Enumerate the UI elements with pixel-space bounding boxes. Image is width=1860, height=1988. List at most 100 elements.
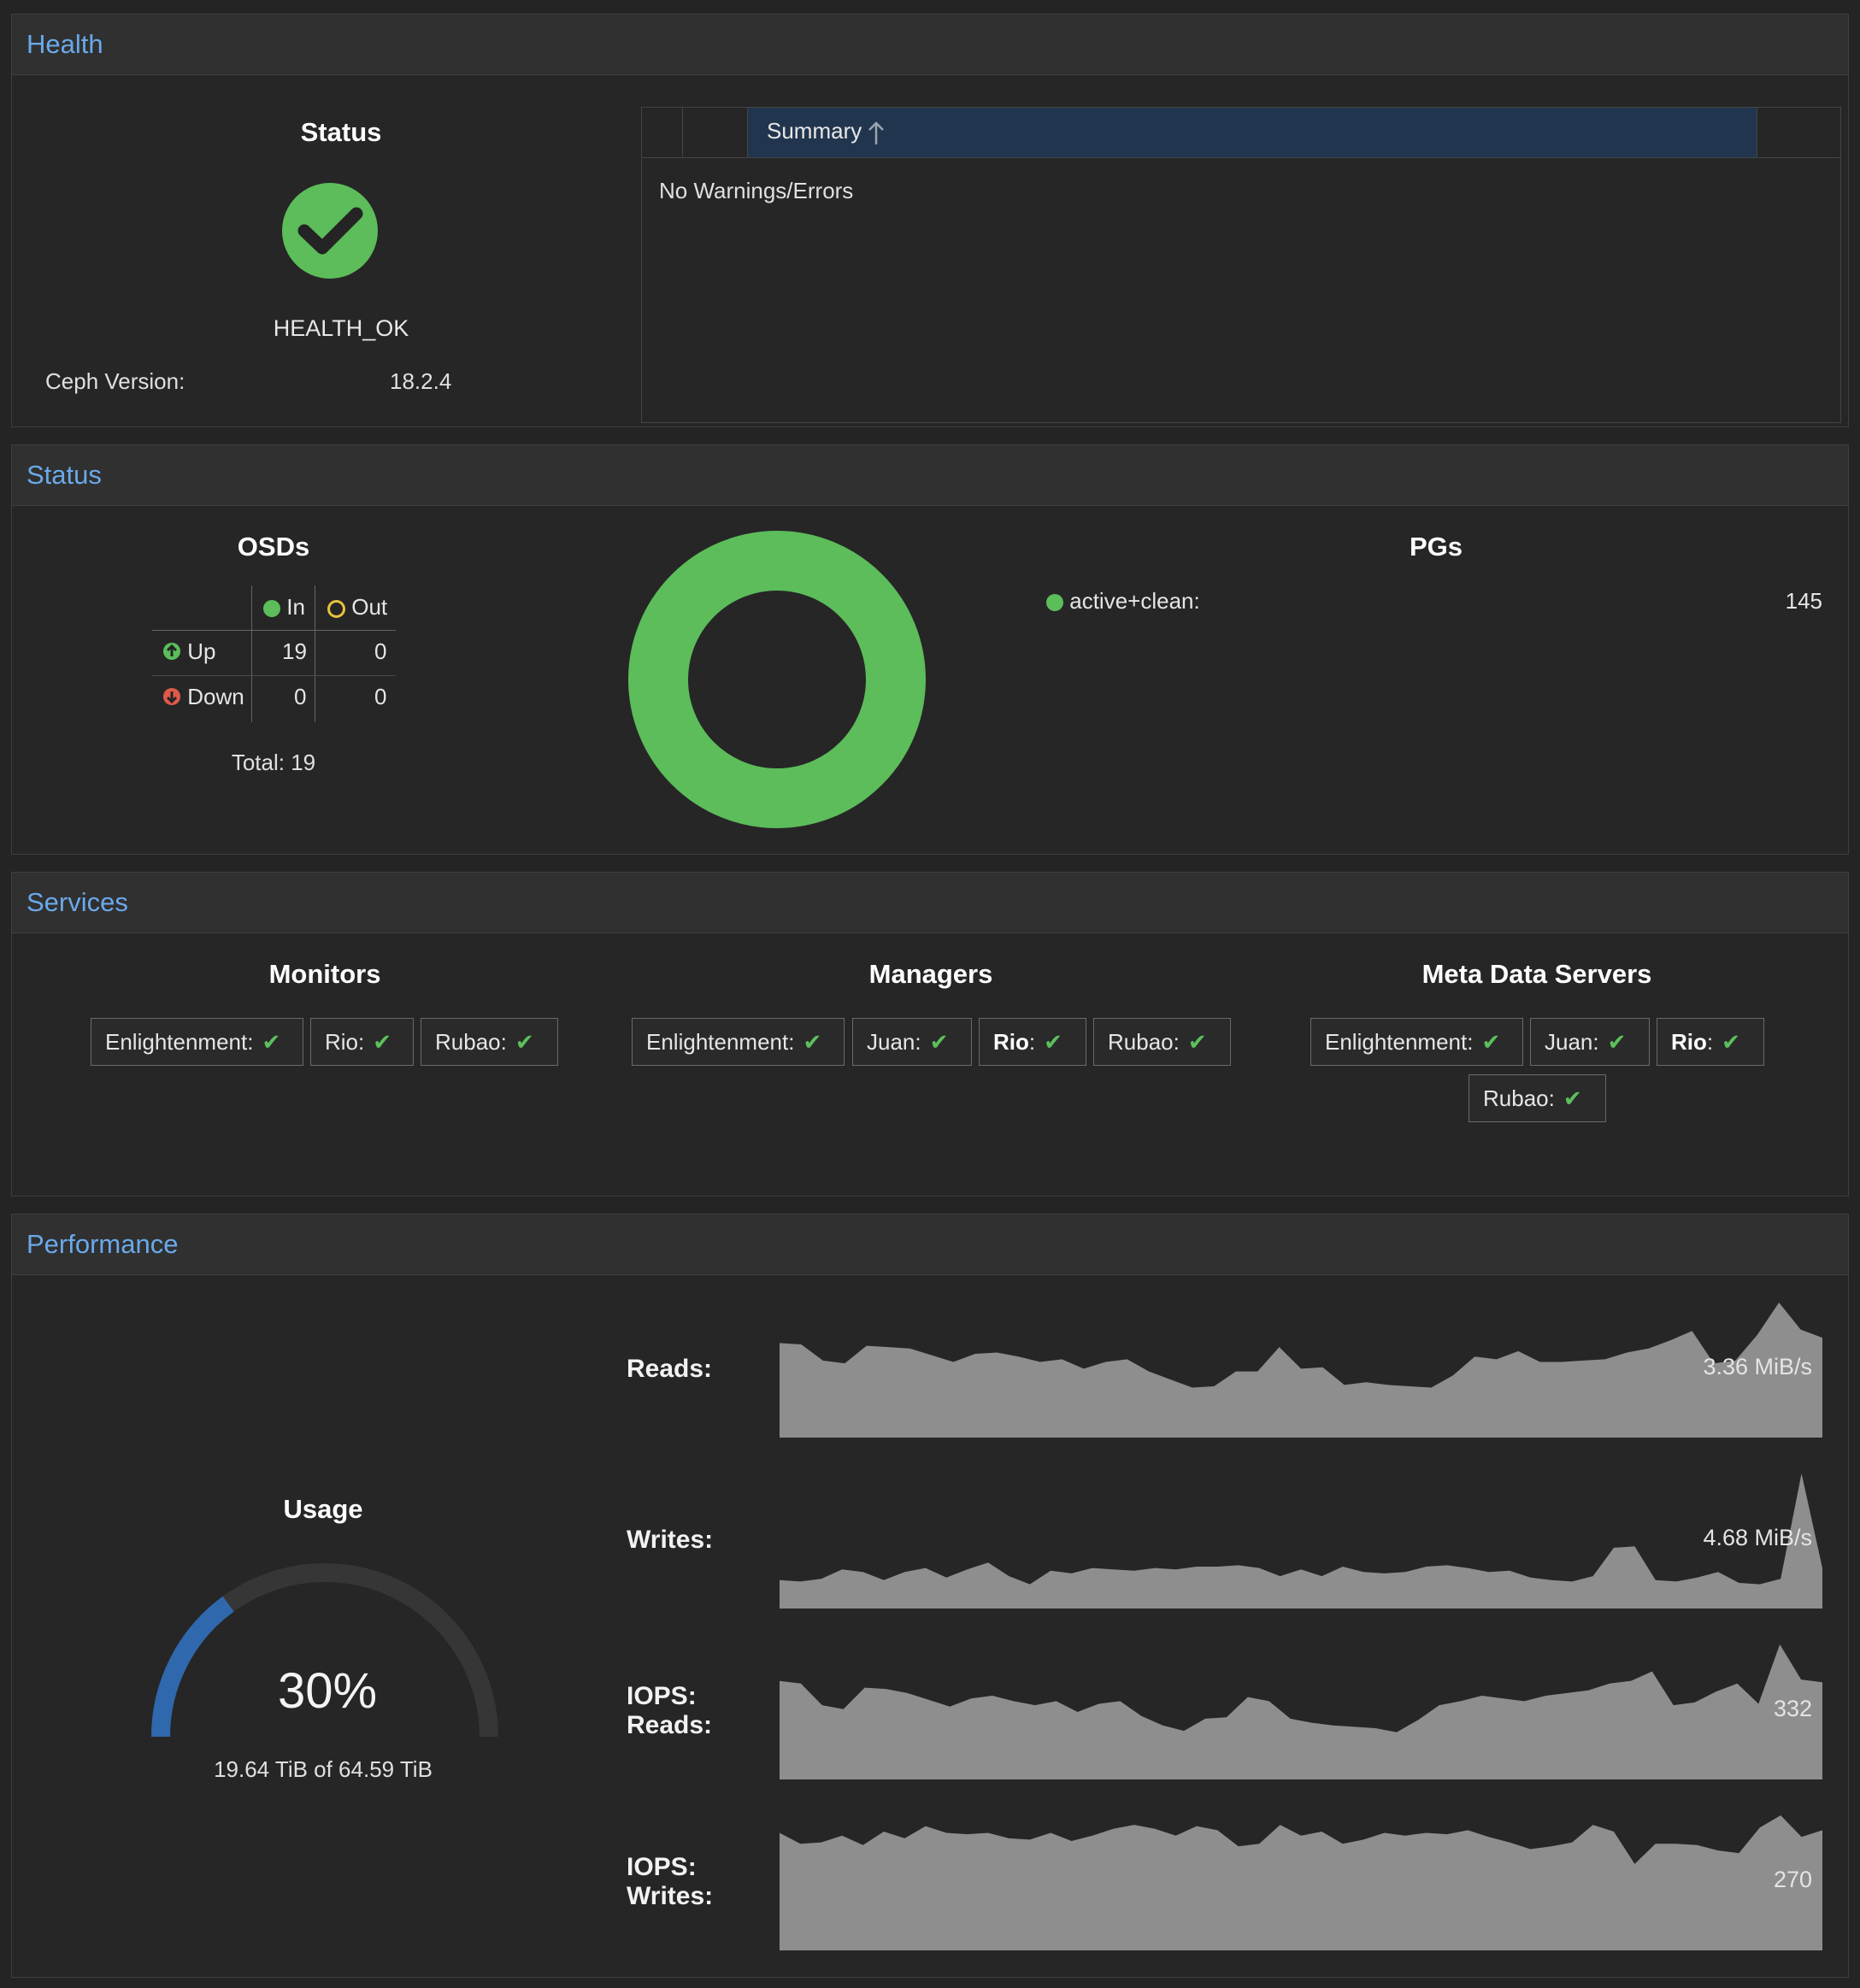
managers-heading: Managers — [868, 959, 993, 989]
manager-name: Enlightenment: — [646, 1029, 795, 1055]
check-icon: ✔ — [1563, 1085, 1582, 1111]
pg-donut-chart — [628, 531, 926, 828]
iops-writes-label: IOPS: Writes: — [627, 1853, 713, 1911]
osd-row-down: Down — [162, 684, 244, 710]
mds-chip-juan[interactable]: Juan: ✔ — [1530, 1018, 1650, 1066]
mds-heading: Meta Data Servers — [1421, 959, 1652, 989]
manager-name: Rio — [993, 1029, 1029, 1055]
services-panel-header: Services — [12, 873, 1848, 933]
mds-name: Rubao: — [1483, 1085, 1555, 1111]
health-panel-title: Health — [26, 29, 103, 59]
osds-heading: OSDs — [237, 532, 310, 562]
check-icon: ✔ — [262, 1029, 281, 1055]
osd-row-down-label: Down — [187, 684, 244, 709]
osd-down-in: 0 — [294, 684, 307, 709]
mds-chip-enlightenment[interactable]: Enlightenment: ✔ — [1310, 1018, 1523, 1066]
pgs-heading: PGs — [1409, 532, 1463, 562]
services-panel-title: Services — [26, 887, 128, 917]
reads-value: 3.36 MiB/s — [1703, 1354, 1812, 1379]
monitor-name: Rubao: — [435, 1029, 507, 1055]
iops-reads-label: IOPS: Reads: — [627, 1682, 712, 1740]
mds-name: Juan: — [1545, 1029, 1599, 1055]
writes-value: 4.68 MiB/s — [1703, 1525, 1812, 1550]
usage-detail: 19.64 TiB of 64.59 TiB — [214, 1756, 433, 1782]
check-icon: ✔ — [1722, 1029, 1740, 1055]
usage-gauge-fill — [151, 1596, 234, 1738]
osd-divider-h — [152, 630, 396, 631]
pg-legend-label: active+clean: — [1069, 588, 1200, 614]
iops-writes-label-line1: IOPS: — [627, 1853, 697, 1881]
monitor-chip-rubao[interactable]: Rubao: ✔ — [421, 1018, 558, 1066]
summary-table: Summary No Warnings/Errors — [641, 107, 1841, 423]
osd-row-up: Up — [162, 638, 215, 665]
check-icon: ✔ — [1187, 1029, 1207, 1055]
summary-col-expand[interactable] — [642, 108, 683, 157]
health-panel-header: Health — [12, 15, 1848, 75]
pg-slice-active+clean[interactable] — [628, 531, 926, 828]
manager-chip-enlightenment[interactable]: Enlightenment: ✔ — [632, 1018, 845, 1066]
monitor-name: Enlightenment: — [105, 1029, 254, 1055]
summary-empty-text: No Warnings/Errors — [659, 178, 854, 203]
monitor-chip-rio[interactable]: Rio: ✔ — [310, 1018, 414, 1066]
summary-header-label: Summary — [767, 118, 862, 144]
iops-writes-area — [780, 1815, 1822, 1950]
health-panel: Health Status HEALTH_OK Ceph Version: 18… — [11, 14, 1849, 427]
iops-reads-sparkline — [780, 1644, 1822, 1779]
pg-legend-item: active+clean: — [1046, 588, 1200, 615]
check-icon: ✔ — [373, 1029, 392, 1055]
out-circle-icon — [327, 599, 345, 618]
arrow-down-circle-icon — [163, 688, 180, 705]
health-ok-check-icon — [282, 183, 378, 279]
mds-name-colon: : — [1706, 1029, 1714, 1055]
check-icon: ✔ — [1044, 1029, 1062, 1055]
iops-reads-area — [780, 1644, 1822, 1779]
monitor-chip-enlightenment[interactable]: Enlightenment: ✔ — [91, 1018, 303, 1066]
mds-chip-rio-active[interactable]: Rio: ✔ — [1657, 1018, 1764, 1066]
arrow-up-circle-icon — [163, 643, 180, 660]
check-icon: ✔ — [515, 1029, 534, 1055]
manager-name-colon: : — [1028, 1029, 1036, 1055]
usage-gauge — [151, 1563, 498, 1738]
osd-table: In Out Up 19 0 Down 0 0 — [152, 585, 396, 722]
pg-legend-value: 145 — [1785, 588, 1822, 614]
writes-label: Writes: — [627, 1526, 714, 1554]
reads-area — [780, 1303, 1822, 1438]
manager-name: Juan: — [867, 1029, 921, 1055]
reads-label: Reads: — [627, 1355, 713, 1383]
check-icon: ✔ — [1607, 1029, 1627, 1055]
manager-chip-rubao[interactable]: Rubao: ✔ — [1093, 1018, 1231, 1066]
ceph-version-value: 18.2.4 — [390, 368, 452, 394]
iops-writes-value: 270 — [1773, 1867, 1812, 1892]
usage-heading: Usage — [283, 1494, 363, 1524]
iops-reads-label-line1: IOPS: — [627, 1682, 697, 1710]
osd-divider-1 — [251, 585, 252, 722]
osd-up-out: 0 — [374, 638, 387, 664]
iops-reads-label-line2: Reads: — [627, 1711, 713, 1739]
check-icon: ✔ — [929, 1029, 949, 1055]
summary-col-actions[interactable] — [1757, 108, 1840, 157]
check-icon: ✔ — [1481, 1029, 1501, 1055]
iops-reads-value: 332 — [1773, 1696, 1812, 1721]
summary-col-type[interactable] — [683, 108, 748, 157]
health-status-text: HEALTH_OK — [273, 315, 409, 341]
status-heading: Status — [300, 117, 382, 147]
mds-name: Rio — [1671, 1029, 1707, 1055]
osd-col-out: Out — [327, 594, 387, 621]
writes-sparkline — [780, 1473, 1822, 1609]
in-dot-icon — [263, 600, 280, 618]
osd-col-in-label: In — [286, 594, 305, 620]
arrow-up-icon — [868, 121, 884, 144]
summary-col-summary[interactable]: Summary — [748, 108, 1757, 157]
manager-chip-juan[interactable]: Juan: ✔ — [852, 1018, 972, 1066]
status-panel: Status — [11, 444, 1849, 855]
reads-sparkline — [780, 1303, 1822, 1438]
check-icon: ✔ — [803, 1029, 822, 1055]
manager-name: Rubao: — [1108, 1029, 1180, 1055]
mds-chip-rubao[interactable]: Rubao: ✔ — [1469, 1074, 1606, 1122]
manager-chip-rio-active[interactable]: Rio: ✔ — [979, 1018, 1086, 1066]
osd-divider-h2 — [152, 675, 396, 676]
monitor-name: Rio: — [325, 1029, 365, 1055]
summary-table-header: Summary — [642, 108, 1840, 158]
ceph-version-label: Ceph Version: — [45, 368, 185, 394]
iops-writes-label-line2: Writes: — [627, 1882, 714, 1910]
